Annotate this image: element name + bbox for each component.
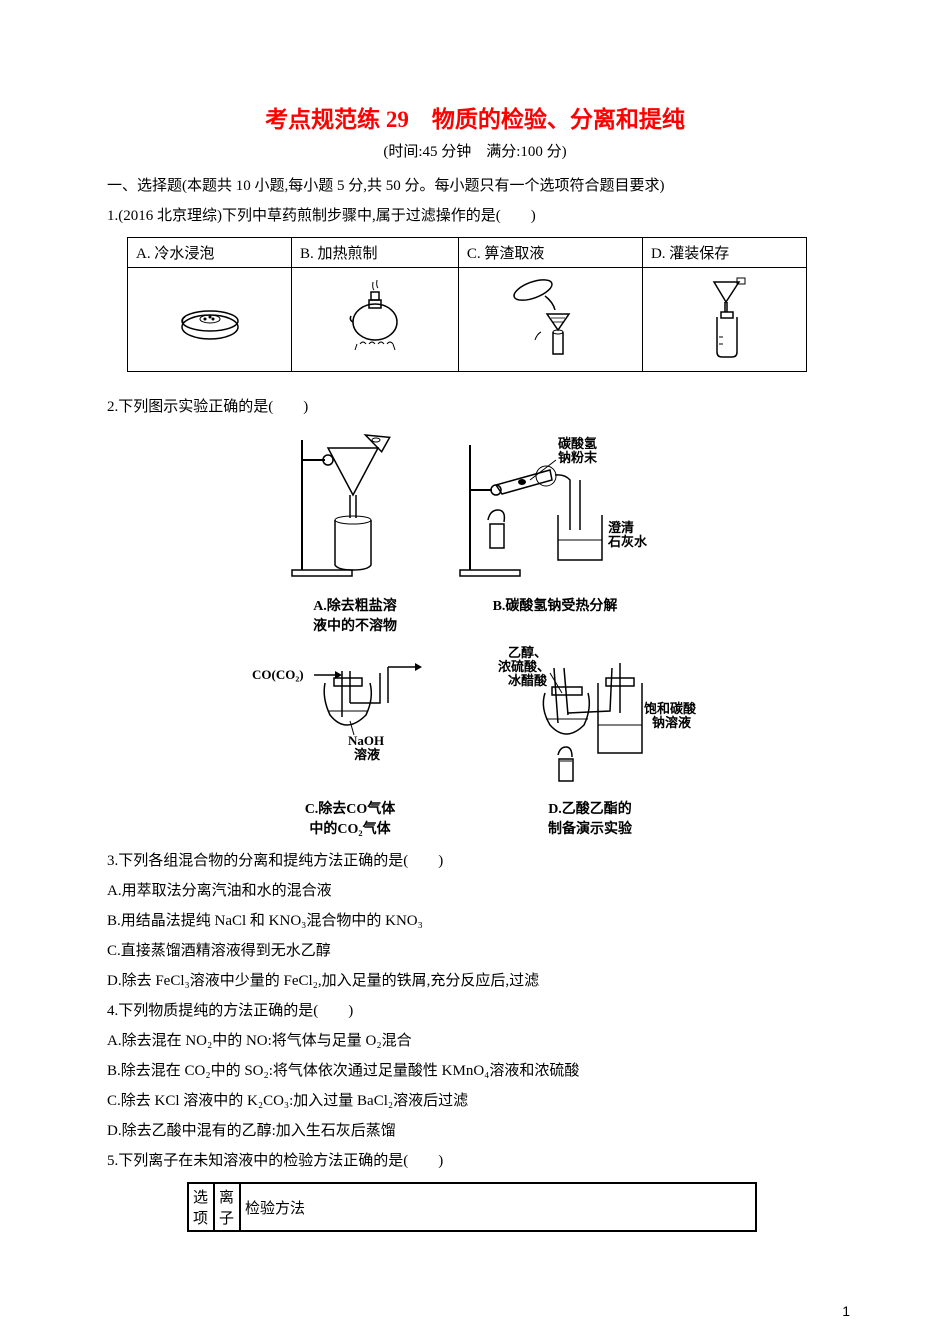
q1-option-d-label: D. 灌装保存 — [642, 238, 806, 268]
q1-image-b — [292, 268, 459, 372]
q2b-label4: 石灰水 — [607, 534, 648, 549]
section-1-header: 一、选择题(本题共 10 小题,每小题 5 分,共 50 分。每小题只有一个选项… — [107, 171, 843, 201]
q2-figure-a: A.除去粗盐溶 液中的不溶物 — [290, 430, 420, 635]
q2c-label1: CO(CO₂) — [252, 667, 304, 682]
q1-image-a — [128, 268, 292, 372]
page-title: 考点规范练 29 物质的检验、分离和提纯 — [107, 100, 843, 134]
q5-th1: 选项 — [188, 1183, 214, 1231]
q2-figure-b: 碳酸氢 钠粉末 澄清 石灰水 B.碳酸氢钠受热分解 — [450, 430, 660, 635]
question-2-stem: 2.下列图示实验正确的是( ) — [107, 392, 843, 422]
q2-caption-a-line1: A.除去粗盐溶 — [313, 599, 397, 614]
question-1-stem: 1.(2016 北京理综)下列中草药煎制步骤中,属于过滤操作的是( ) — [107, 201, 843, 231]
q2-caption-d-line2: 制备演示实验 — [548, 822, 632, 837]
question-2-figures: A.除去粗盐溶 液中的不溶物 碳酸氢 钠粉末 — [107, 430, 843, 838]
q2-figure-c: CO(CO₂) NaOH 溶液 C.除去CO气体 中的CO₂气体 — [250, 643, 450, 838]
question-5-stem: 5.下列离子在未知溶液中的检验方法正确的是( ) — [107, 1146, 843, 1176]
q2-caption-d-line1: D.乙酸乙酯的 — [548, 802, 632, 817]
filtering-icon — [505, 272, 595, 362]
q2-caption-a-line2: 液中的不溶物 — [313, 619, 397, 634]
q4-option-d: D.除去乙酸中混有的乙醇:加入生石灰后蒸馏 — [107, 1116, 843, 1146]
q2c-label2: NaOH — [348, 733, 384, 748]
q2b-label1: 碳酸氢 — [558, 436, 597, 451]
q2-figure-d: 乙醇、 浓硫酸、 冰醋酸 饱和碳酸 钠溶液 D.乙酸乙酯的 — [480, 643, 700, 838]
q2c-label3: 溶液 — [354, 747, 380, 762]
q3-option-a: A.用萃取法分离汽油和水的混合液 — [107, 876, 843, 906]
timing-info: (时间:45 分钟 满分:100 分) — [107, 140, 843, 161]
q2b-label3: 澄清 — [608, 520, 634, 535]
q2d-label1: 乙醇、 — [508, 645, 547, 660]
q5-th3: 检验方法 — [240, 1183, 756, 1231]
q4-option-c: C.除去 KCl 溶液中的 K₂CO₃:加入过量 BaCl₂溶液后过滤 — [107, 1086, 843, 1116]
q3-option-b: B.用结晶法提纯 NaCl 和 KNO₃混合物中的 KNO₃ — [107, 906, 843, 936]
q2-caption-c-line2: 中的CO₂气体 — [309, 822, 390, 837]
q1-option-a-label: A. 冷水浸泡 — [128, 238, 292, 268]
q3-option-c: C.直接蒸馏酒精溶液得到无水乙醇 — [107, 936, 843, 966]
q2d-label3: 冰醋酸 — [508, 673, 548, 688]
q2d-label4: 饱和碳酸 — [643, 701, 697, 716]
question-5-table: 选项 离子 检验方法 — [187, 1182, 757, 1232]
q4-option-a: A.除去混在 NO₂中的 NO:将气体与足量 O₂混合 — [107, 1026, 843, 1056]
soaking-pot-icon — [175, 287, 245, 347]
q1-image-d — [642, 268, 806, 372]
q1-option-c-label: C. 箅渣取液 — [458, 238, 642, 268]
q5-th2: 离子 — [214, 1183, 240, 1231]
q1-option-b-label: B. 加热煎制 — [292, 238, 459, 268]
bottling-icon — [689, 272, 759, 362]
q2d-label5: 钠溶液 — [652, 715, 691, 730]
heating-pot-icon — [335, 272, 415, 362]
q3-option-d: D.除去 FeCl₃溶液中少量的 FeCl₂,加入足量的铁屑,充分反应后,过滤 — [107, 966, 843, 996]
q2d-label2: 浓硫酸、 — [498, 659, 550, 674]
question-4-stem: 4.下列物质提纯的方法正确的是( ) — [107, 996, 843, 1026]
q2b-label2: 钠粉末 — [558, 450, 598, 465]
question-1-options-table: A. 冷水浸泡 B. 加热煎制 C. 箅渣取液 D. 灌装保存 — [127, 237, 807, 372]
q2-caption-c-line1: C.除去CO气体 — [305, 802, 396, 817]
page-number: 1 — [842, 1303, 850, 1319]
q4-option-b: B.除去混在 CO₂中的 SO₂:将气体依次通过足量酸性 KMnO₄溶液和浓硫酸 — [107, 1056, 843, 1086]
q2-caption-b: B.碳酸氢钠受热分解 — [450, 595, 660, 615]
question-3-stem: 3.下列各组混合物的分离和提纯方法正确的是( ) — [107, 846, 843, 876]
q1-image-c — [458, 268, 642, 372]
